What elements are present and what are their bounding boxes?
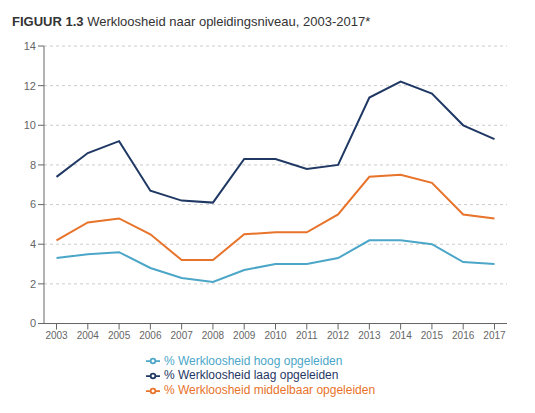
svg-text:2016: 2016	[452, 330, 475, 341]
svg-text:4: 4	[30, 238, 36, 250]
html-text:FIGUUR 1.3 Werkloosheid naar o: FIGUUR 1.3 Werkloosheid naar opleidingsn…	[12, 14, 371, 29]
svg-text:2009: 2009	[233, 330, 256, 341]
svg-text:2011: 2011	[296, 330, 318, 341]
svg-text:2012: 2012	[327, 330, 350, 341]
svg-text:2005: 2005	[108, 330, 131, 341]
svg-text:6: 6	[30, 198, 36, 210]
svg-text:2014: 2014	[390, 330, 413, 341]
svg-text:2013: 2013	[358, 330, 381, 341]
html-text:% Werkloosheid hoog opgeleiden: % Werkloosheid hoog opgeleiden	[163, 353, 343, 368]
svg-text:2015: 2015	[421, 330, 444, 341]
html-text:% Werkloosheid middelbaar opge: % Werkloosheid middelbaar opgeleiden	[163, 383, 376, 398]
svg-text:14: 14	[24, 40, 36, 52]
svg-text:2: 2	[30, 278, 36, 290]
svg-text:0: 0	[30, 317, 36, 329]
svg-text:2008: 2008	[202, 330, 225, 341]
svg-text:2017: 2017	[483, 330, 506, 341]
svg-text:2010: 2010	[264, 330, 287, 341]
svg-text:2004: 2004	[77, 330, 100, 341]
html-text:% Werkloosheid laag opgeleiden: % Werkloosheid laag opgeleiden	[163, 368, 339, 383]
svg-text:2006: 2006	[139, 330, 162, 341]
svg-text:2003: 2003	[45, 330, 68, 341]
svg-text:8: 8	[30, 159, 36, 171]
svg-text:12: 12	[24, 80, 36, 92]
svg-text:10: 10	[24, 119, 36, 131]
svg-text:2007: 2007	[171, 330, 194, 341]
